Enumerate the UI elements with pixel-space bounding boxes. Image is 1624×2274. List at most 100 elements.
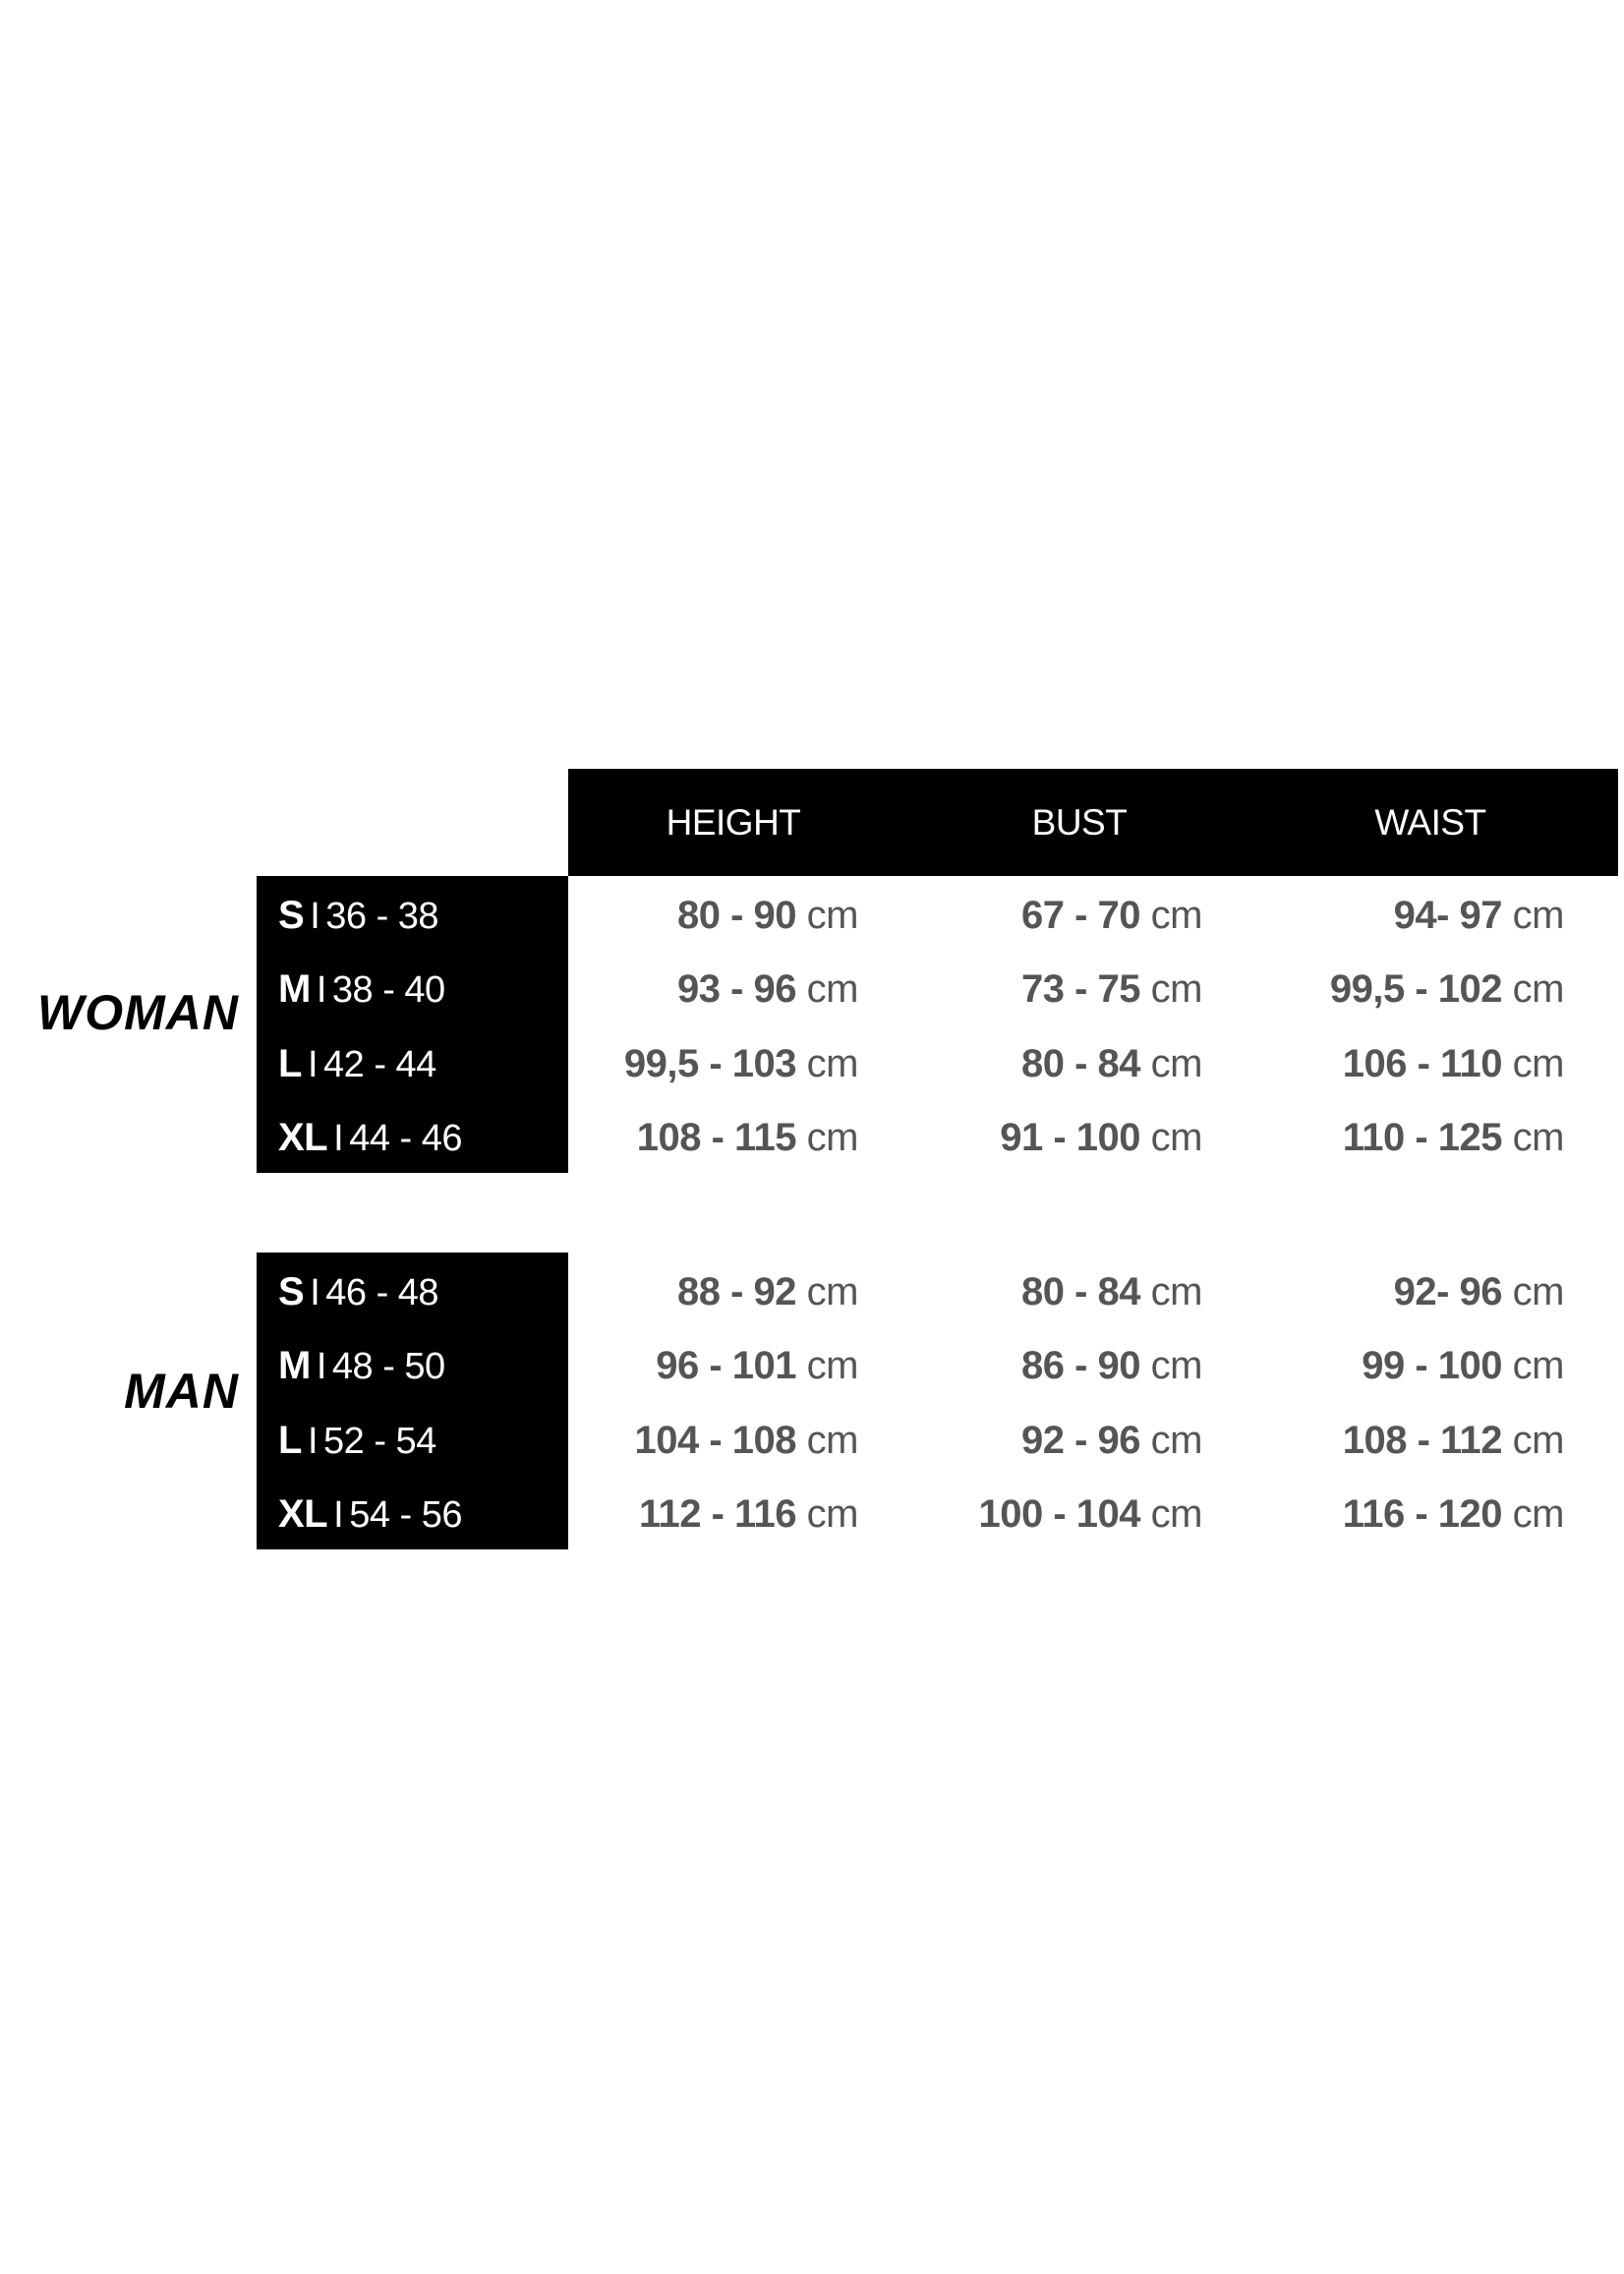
column-header-bar: HEIGHT BUST WAIST [568, 769, 1618, 876]
size-label: XL I 54 - 56 [278, 1478, 462, 1551]
size-code: S [278, 894, 305, 937]
measure-range: 99,5 - 102 [1329, 967, 1503, 1012]
eu-size-range: 42 - 44 [323, 1043, 436, 1085]
cell-bust: 100 - 104 cm [978, 1478, 1203, 1551]
cell-height: 93 - 96 cm [677, 953, 858, 1026]
unit: cm [1512, 1344, 1565, 1388]
size-label: S I 46 - 48 [278, 1255, 439, 1329]
measure-range: 80 - 90 [677, 894, 797, 937]
unit: cm [1512, 1418, 1565, 1462]
cell-bust: 92 - 96 cm [1021, 1404, 1202, 1478]
measure-range: 92 - 96 [1021, 1418, 1141, 1462]
unit: cm [806, 1491, 859, 1536]
cell-height: 99,5 - 103 cm [623, 1027, 859, 1101]
size-code: M [278, 967, 311, 1012]
size-code: XL [278, 1115, 328, 1159]
unit: cm [1512, 1491, 1565, 1536]
cell-height: 80 - 90 cm [677, 879, 858, 953]
cell-bust: 67 - 70 cm [1021, 879, 1202, 953]
cell-bust: 91 - 100 cm [1000, 1101, 1202, 1175]
cell-waist: 110 - 125 cm [1342, 1101, 1565, 1175]
eu-size-range: 44 - 46 [349, 1117, 462, 1159]
unit: cm [1150, 894, 1203, 937]
size-code: M [278, 1344, 311, 1388]
size-label: L I 42 - 44 [278, 1027, 436, 1101]
cell-bust: 86 - 90 cm [1021, 1329, 1202, 1403]
unit: cm [1512, 894, 1565, 937]
unit: cm [806, 1344, 859, 1388]
measure-range: 73 - 75 [1021, 967, 1141, 1012]
measure-range: 100 - 104 [978, 1491, 1141, 1536]
size-code: XL [278, 1491, 328, 1536]
measure-range: 112 - 116 [638, 1491, 797, 1536]
measure-range: 96 - 101 [656, 1344, 797, 1388]
size-code: L [278, 1418, 302, 1462]
unit: cm [806, 967, 859, 1012]
cell-height: 104 - 108 cm [634, 1404, 859, 1478]
measure-range: 99 - 100 [1362, 1344, 1503, 1388]
size-label: M I 38 - 40 [278, 953, 445, 1026]
cell-waist: 116 - 120 cm [1342, 1478, 1565, 1551]
cell-waist: 92- 96 cm [1393, 1255, 1565, 1329]
cell-height: 112 - 116 cm [638, 1478, 859, 1551]
separator: I [307, 1420, 319, 1462]
unit: cm [1150, 1491, 1203, 1536]
eu-size-range: 46 - 48 [325, 1272, 439, 1313]
size-column-man: S I 46 - 48 M I 48 - 50 L I 52 - 54 XL I 54 - 56 [257, 1253, 568, 1549]
size-label: XL I 44 - 46 [278, 1101, 462, 1175]
cell-waist: 99 - 100 cm [1362, 1329, 1564, 1403]
eu-size-range: 38 - 40 [331, 969, 445, 1012]
column-header-height: HEIGHT [666, 802, 801, 843]
size-column-woman: S I 36 - 38 M I 38 - 40 L I 42 - 44 XL I 44 - 46 [257, 876, 568, 1173]
separator: I [307, 1043, 319, 1085]
unit: cm [1150, 1115, 1203, 1159]
unit: cm [1150, 967, 1203, 1012]
cell-bust: 80 - 84 cm [1021, 1255, 1202, 1329]
size-code: S [278, 1270, 305, 1313]
separator: I [316, 1346, 327, 1388]
cell-waist: 94- 97 cm [1394, 879, 1565, 953]
unit: cm [806, 1041, 859, 1085]
measure-range: 106 - 110 [1342, 1041, 1503, 1085]
unit: cm [1512, 1270, 1565, 1313]
unit: cm [1150, 1418, 1203, 1462]
column-header-bust: BUST [1031, 802, 1128, 843]
unit: cm [1150, 1270, 1203, 1313]
measure-range: 99,5 - 103 [623, 1041, 797, 1085]
eu-size-range: 52 - 54 [323, 1420, 436, 1462]
measure-range: 67 - 70 [1021, 894, 1141, 937]
unit: cm [806, 1270, 859, 1313]
measure-range: 116 - 120 [1342, 1491, 1503, 1536]
measure-range: 86 - 90 [1021, 1344, 1141, 1388]
eu-size-range: 54 - 56 [349, 1493, 462, 1536]
measure-range: 104 - 108 [634, 1418, 797, 1462]
size-label: M I 48 - 50 [278, 1329, 445, 1403]
cell-height: 108 - 115 cm [636, 1101, 859, 1175]
separator: I [310, 1272, 320, 1313]
measure-range: 92- 96 [1393, 1270, 1503, 1313]
measure-range: 110 - 125 [1342, 1115, 1503, 1159]
separator: I [316, 969, 327, 1012]
cell-height: 88 - 92 cm [677, 1255, 858, 1329]
measure-range: 108 - 115 [636, 1115, 797, 1159]
group-label-woman: WOMAN [37, 985, 239, 1040]
unit: cm [1512, 967, 1565, 1012]
eu-size-range: 36 - 38 [325, 896, 439, 937]
separator: I [333, 1117, 344, 1159]
size-code: L [278, 1041, 302, 1085]
unit: cm [1150, 1344, 1203, 1388]
unit: cm [806, 1115, 859, 1159]
cell-waist: 99,5 - 102 cm [1329, 953, 1565, 1026]
measure-range: 93 - 96 [677, 967, 797, 1012]
measure-range: 80 - 84 [1021, 1041, 1141, 1085]
eu-size-range: 48 - 50 [331, 1346, 445, 1388]
measure-range: 91 - 100 [1000, 1115, 1141, 1159]
group-label-man: MAN [124, 1364, 239, 1419]
size-label: S I 36 - 38 [278, 879, 439, 953]
unit: cm [806, 894, 859, 937]
separator: I [333, 1493, 344, 1536]
unit: cm [1150, 1041, 1203, 1085]
unit: cm [1512, 1041, 1565, 1085]
unit: cm [1512, 1115, 1565, 1159]
cell-bust: 80 - 84 cm [1021, 1027, 1202, 1101]
